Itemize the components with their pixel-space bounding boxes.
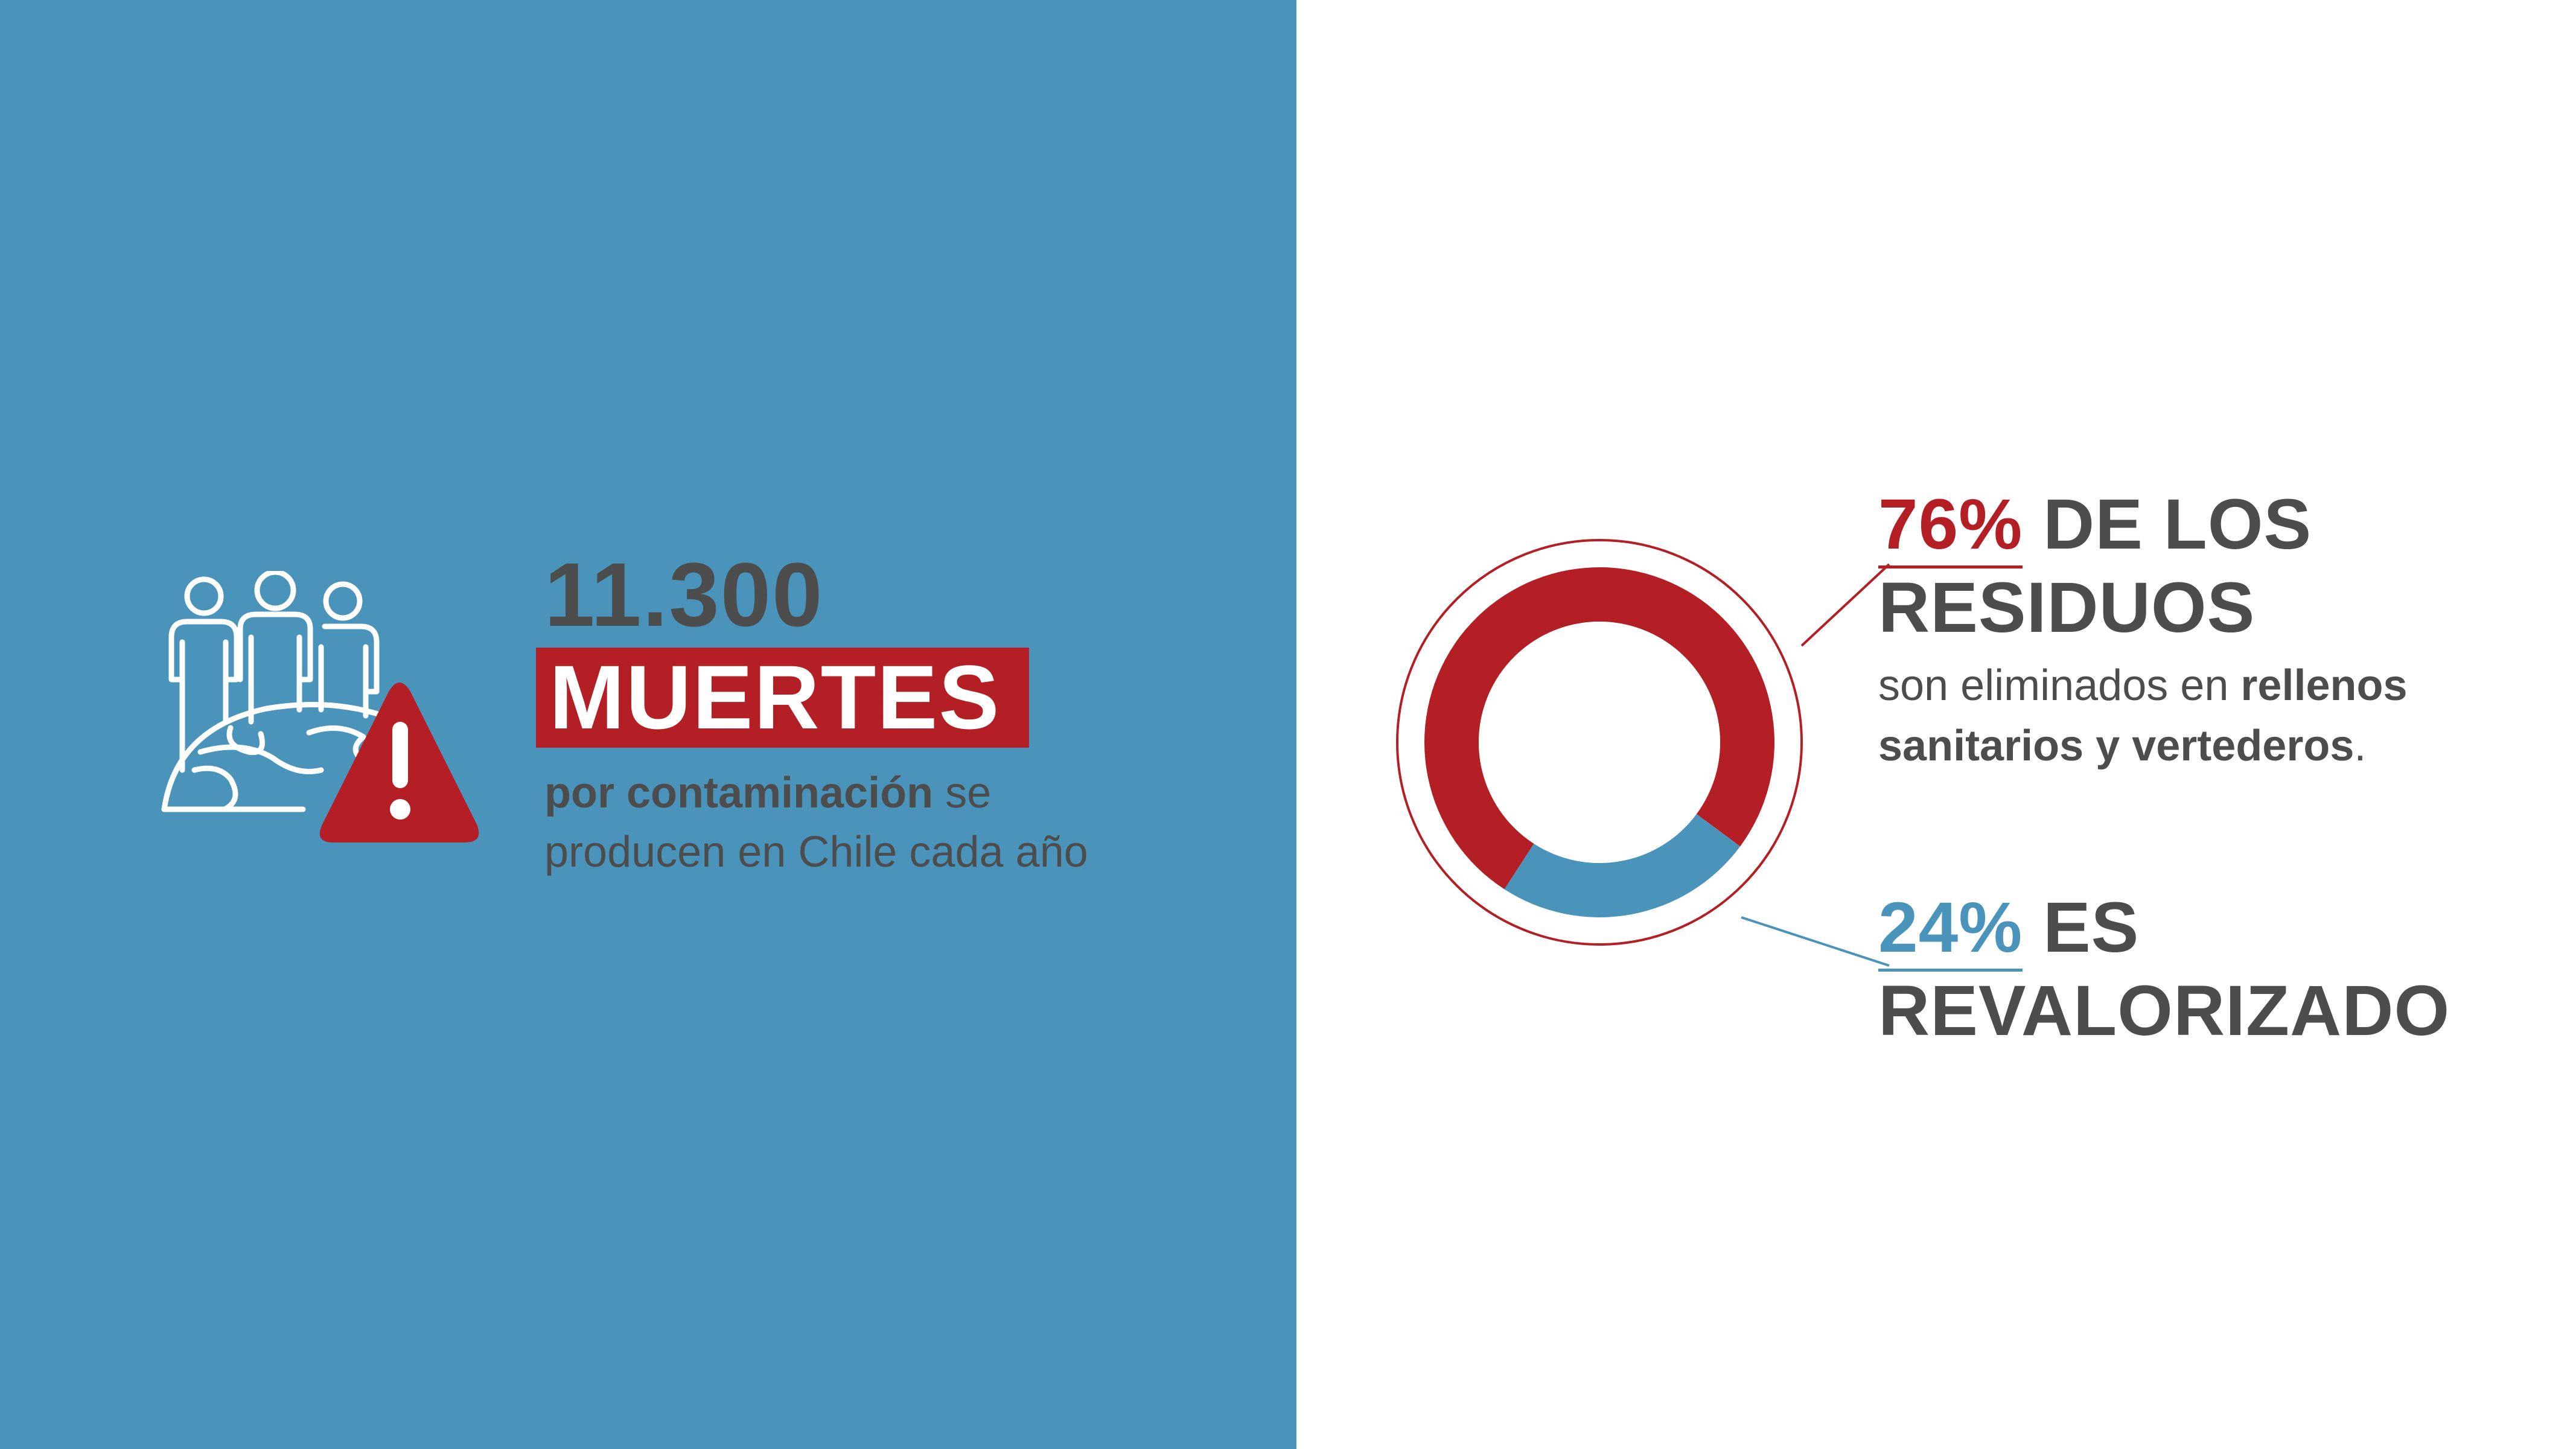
- stat-76-heading-rest: DE LOS: [2023, 485, 2312, 564]
- deaths-description-line2: producen en Chile cada año: [544, 828, 1088, 876]
- stat-24-heading: 24% ES REVALORIZADO: [1878, 886, 2542, 1053]
- stat-76-description: son eliminados en rellenos sanitarios y …: [1878, 655, 2542, 776]
- donut-chart: [1388, 531, 1811, 954]
- stat-76-percent: 76%: [1878, 485, 2023, 568]
- stat-76-block: 76% DE LOS RESIDUOS son eliminados en re…: [1878, 483, 2542, 776]
- deaths-description-bold: por contaminación: [544, 769, 934, 817]
- deaths-highlight-label: MUERTES: [536, 648, 1030, 748]
- donut-segment-76: [1424, 567, 1774, 890]
- stat-24-percent: 24%: [1878, 888, 2023, 972]
- deaths-number: 11.300: [544, 544, 824, 645]
- donut-segment-24: [1504, 814, 1741, 917]
- deaths-description: por contaminación se producen en Chile c…: [544, 763, 1239, 882]
- leader-line-red: [1800, 563, 1890, 647]
- stat-76-desc-end: .: [2354, 722, 2367, 770]
- donut-outer-ring: [1396, 539, 1803, 946]
- stat-76-desc-bold1: rellenos: [2240, 661, 2408, 710]
- stat-76-heading-line2: RESIDUOS: [1878, 568, 2256, 648]
- deaths-text-block: 11.300 MUERTES por contaminación se prod…: [536, 544, 1239, 882]
- people-globe-warning-icon: [158, 569, 484, 873]
- stat-76-heading: 76% DE LOS RESIDUOS: [1878, 483, 2542, 649]
- stat-24-heading-line2: REVALORIZADO: [1878, 971, 2450, 1051]
- donut-hole: [1479, 622, 1720, 863]
- deaths-description-rest: se: [933, 769, 992, 817]
- stat-24-block: 24% ES REVALORIZADO: [1878, 886, 2542, 1053]
- stat-24-heading-rest: ES: [2023, 888, 2140, 967]
- stat-76-desc-part1: son eliminados en: [1878, 661, 2241, 710]
- stat-76-desc-bold2: sanitarios y vertederos: [1878, 722, 2354, 770]
